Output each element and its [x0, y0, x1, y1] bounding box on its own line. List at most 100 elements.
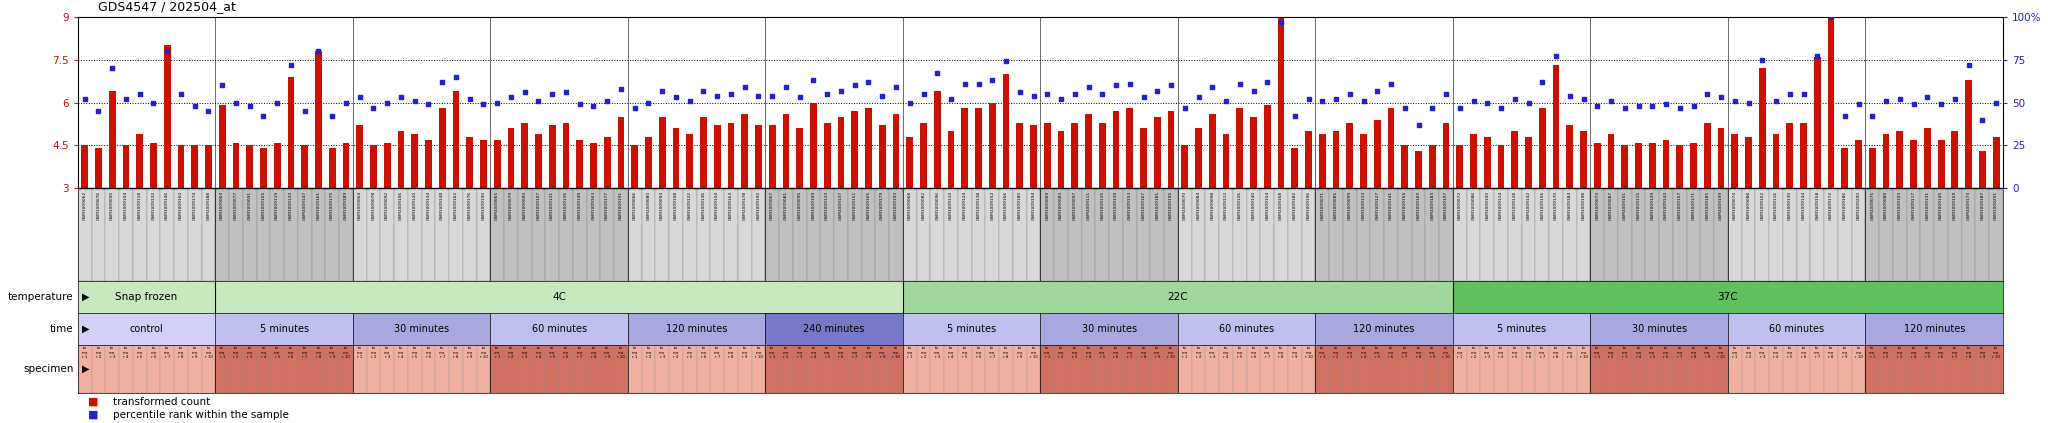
Text: tu
mo
r 6: tu mo r 6 — [1251, 346, 1257, 359]
Point — [205, 82, 238, 89]
Text: GSM1009089: GSM1009089 — [1884, 191, 1888, 220]
Text: GSM1009117: GSM1009117 — [1911, 191, 1915, 220]
Text: GSM1009150: GSM1009150 — [715, 191, 719, 220]
Bar — [1411, 345, 1425, 393]
Bar — [1855, 140, 1862, 188]
Bar — [201, 188, 215, 281]
Point — [152, 48, 184, 55]
Bar — [600, 345, 614, 393]
Text: tu
mo
r 7: tu mo r 7 — [1952, 346, 1958, 359]
Bar — [1567, 126, 1573, 188]
Text: GSM1009109: GSM1009109 — [811, 191, 815, 220]
Bar — [1384, 345, 1399, 393]
Text: GSM1009129: GSM1009129 — [1651, 191, 1655, 220]
Point — [1540, 53, 1573, 60]
Bar — [1784, 345, 1796, 393]
Bar — [1305, 131, 1313, 188]
Bar — [1911, 140, 1917, 188]
Bar — [285, 345, 297, 393]
Text: tu
mo
r 10: tu mo r 10 — [893, 346, 899, 359]
Text: tu
mo
r 6: tu mo r 6 — [1389, 346, 1395, 359]
Bar — [1329, 188, 1343, 281]
Text: GSM1009067: GSM1009067 — [770, 191, 774, 220]
Bar — [1966, 80, 1972, 188]
Bar — [438, 108, 446, 188]
Bar — [834, 345, 848, 393]
Text: tu
mo
r 10: tu mo r 10 — [342, 346, 350, 359]
Text: tu
mo
r 1: tu mo r 1 — [1319, 346, 1325, 359]
Bar — [958, 188, 971, 281]
Bar — [1319, 134, 1325, 188]
Text: tu
mo
r 10: tu mo r 10 — [1579, 346, 1587, 359]
Bar — [575, 140, 584, 188]
Text: GSM1009120: GSM1009120 — [414, 191, 416, 220]
Bar — [768, 126, 776, 188]
Text: GSM1009123: GSM1009123 — [825, 191, 829, 220]
Text: GSM1009159: GSM1009159 — [1954, 191, 1956, 220]
Bar — [1425, 188, 1440, 281]
Bar — [1110, 345, 1122, 393]
Bar — [494, 140, 500, 188]
Point — [412, 101, 444, 108]
Text: GSM1009114: GSM1009114 — [1499, 191, 1503, 220]
Bar — [1976, 345, 1989, 393]
Point — [1745, 56, 1778, 63]
Bar — [645, 137, 651, 188]
Bar — [1962, 345, 1976, 393]
Text: tu
mo
r 3: tu mo r 3 — [522, 346, 528, 359]
Point — [825, 87, 858, 94]
Bar — [1219, 345, 1233, 393]
Point — [496, 94, 528, 101]
Bar — [1264, 105, 1270, 188]
Text: GSM1009200: GSM1009200 — [1858, 191, 1860, 220]
Text: GSM1009090: GSM1009090 — [111, 191, 115, 220]
Bar — [109, 91, 115, 188]
Bar — [215, 281, 903, 313]
Text: tu
mo
r 7: tu mo r 7 — [1677, 346, 1683, 359]
Bar — [1923, 128, 1931, 188]
Bar — [989, 103, 995, 188]
Point — [1073, 84, 1106, 91]
Bar — [573, 345, 586, 393]
Bar — [422, 188, 436, 281]
Bar — [1866, 345, 1880, 393]
Text: GSM1009078: GSM1009078 — [371, 191, 375, 220]
Point — [741, 92, 774, 99]
Bar — [1278, 17, 1284, 188]
Bar — [1040, 188, 1055, 281]
Text: tu
mo
r 9: tu mo r 9 — [1292, 346, 1298, 359]
Bar — [838, 117, 844, 188]
Bar — [1976, 188, 1989, 281]
Point — [563, 101, 596, 108]
Bar — [711, 188, 725, 281]
Bar — [1466, 188, 1481, 281]
Bar — [1096, 345, 1110, 393]
Bar — [119, 188, 133, 281]
Text: GSM1009075: GSM1009075 — [1870, 191, 1874, 220]
Text: tu
mo
r 8: tu mo r 8 — [1278, 346, 1284, 359]
Bar — [1645, 345, 1659, 393]
Bar — [1452, 313, 1591, 345]
Point — [1704, 94, 1737, 101]
Bar — [78, 188, 92, 281]
Text: tu
mo
r 4: tu mo r 4 — [1223, 346, 1229, 359]
Bar — [711, 345, 725, 393]
Bar — [797, 128, 803, 188]
Bar — [535, 134, 543, 188]
Text: tu
mo
r 7: tu mo r 7 — [1815, 346, 1821, 359]
Text: GDS4547 / 202504_at: GDS4547 / 202504_at — [98, 0, 236, 13]
Text: GSM1009177: GSM1009177 — [606, 191, 608, 220]
Point — [1444, 104, 1477, 111]
Bar — [1604, 188, 1618, 281]
Bar — [1055, 188, 1067, 281]
Text: GSM1009073: GSM1009073 — [1595, 191, 1599, 220]
Bar — [862, 345, 874, 393]
Bar — [393, 345, 408, 393]
Bar — [1096, 188, 1110, 281]
Text: tu
mo
r 1: tu mo r 1 — [82, 346, 88, 359]
Bar — [508, 128, 514, 188]
Point — [782, 94, 815, 101]
Bar — [1288, 188, 1303, 281]
Text: tu
mo
r 3: tu mo r 3 — [659, 346, 666, 359]
Bar — [504, 345, 518, 393]
